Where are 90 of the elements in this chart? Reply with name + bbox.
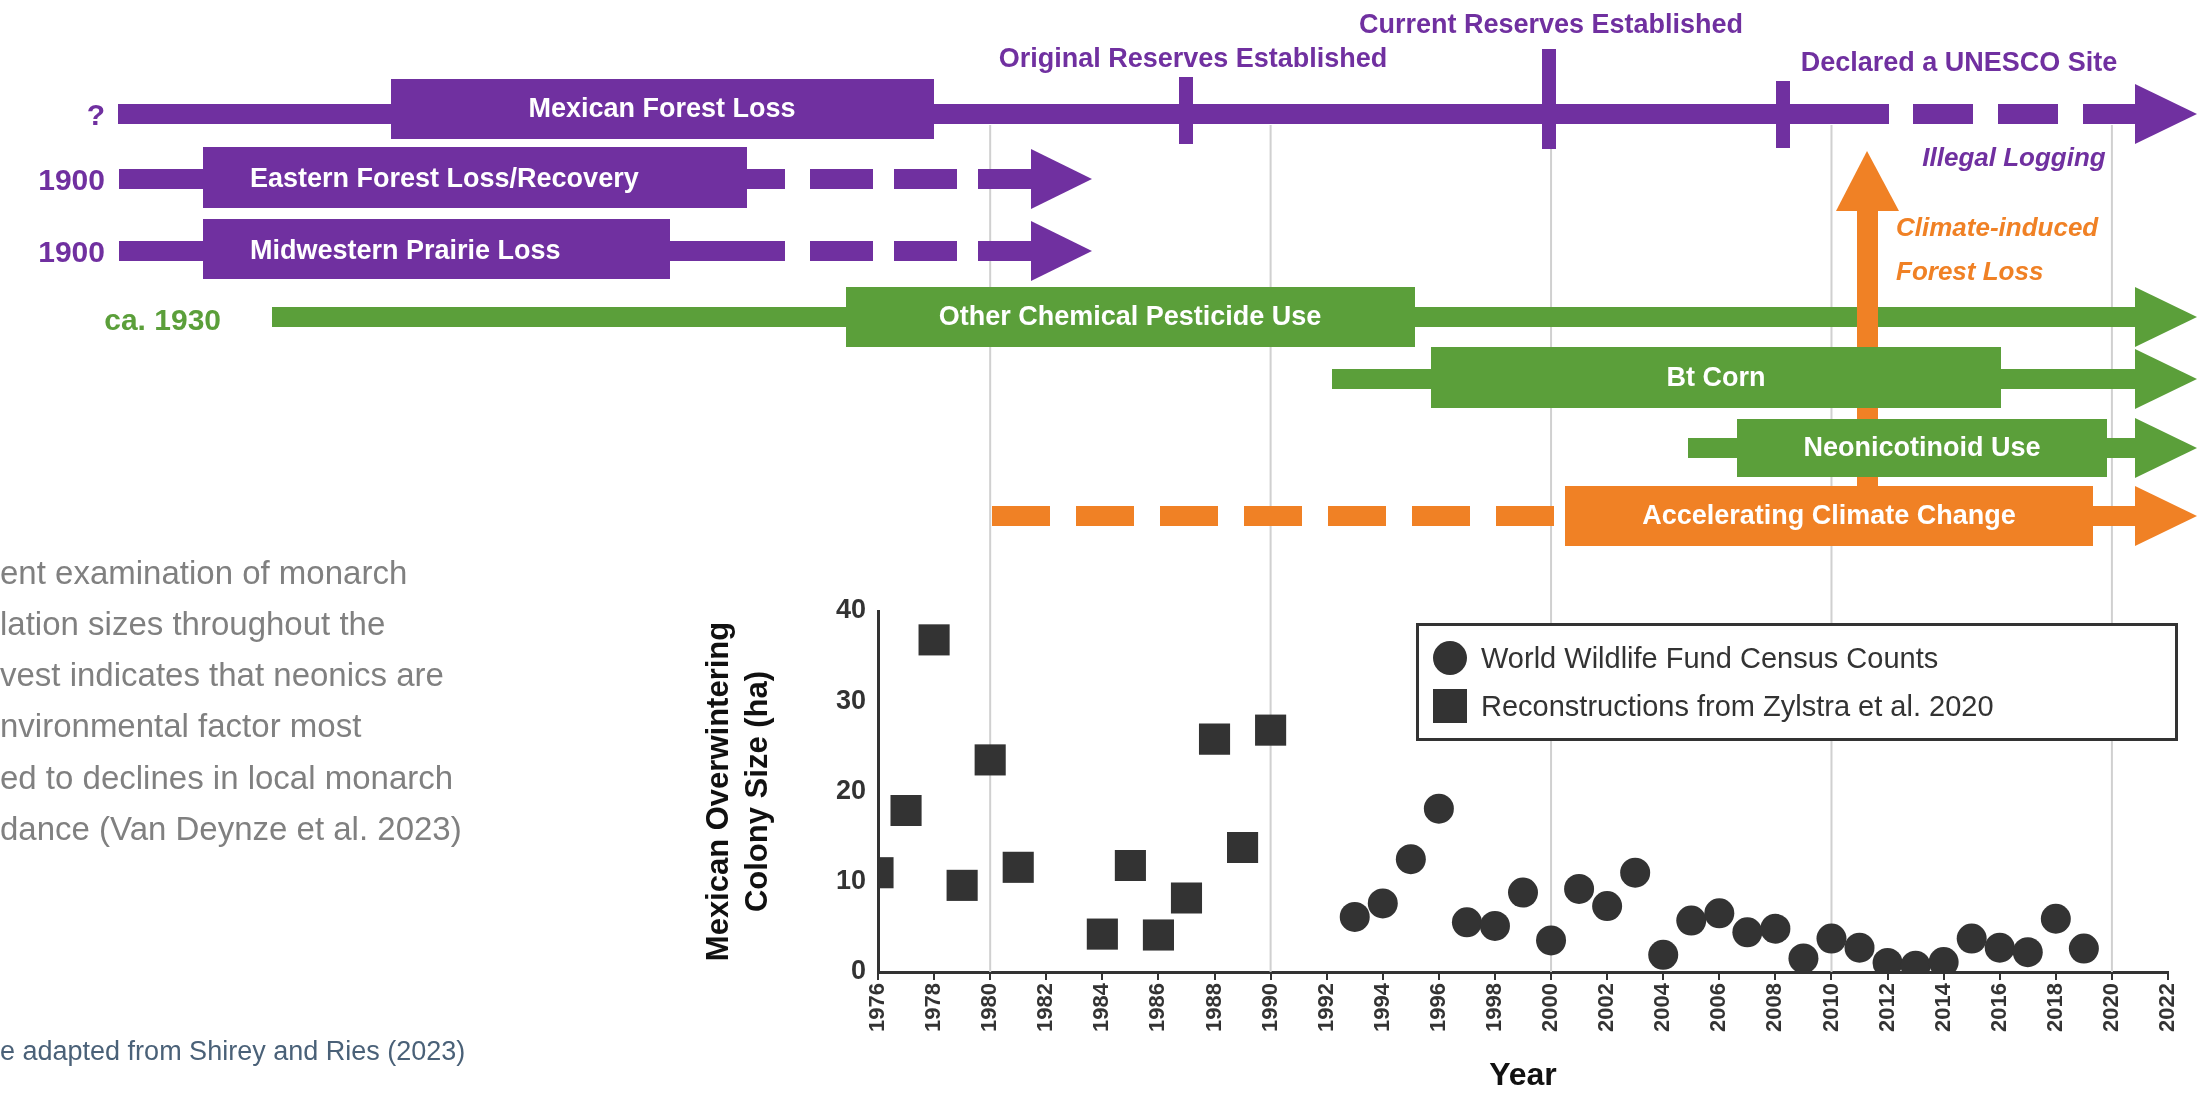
point <box>1732 917 1763 948</box>
point <box>2012 937 2043 968</box>
x-tick-label: 1996 <box>1424 983 1450 1032</box>
point <box>1592 891 1623 922</box>
point <box>1255 714 1287 746</box>
point <box>1648 939 1679 970</box>
text: vest indicates that neonics are <box>0 655 444 694</box>
text: 1900 <box>38 234 105 268</box>
x-tick-label: 1988 <box>1200 983 1226 1032</box>
x-tick-label: 1998 <box>1481 983 1507 1032</box>
y-tick-label: 0 <box>850 955 866 986</box>
y-axis-title: Mexican Overwintering Colony Size (ha) <box>699 621 774 962</box>
text: Illegal Logging <box>1922 141 2106 172</box>
x-tick-label: 2006 <box>1705 983 1731 1032</box>
point <box>1170 882 1203 914</box>
text: nvironmental factor most <box>0 706 362 745</box>
text: Forest Loss <box>1896 255 2044 286</box>
x-axis-title: Year <box>1489 1055 1557 1092</box>
x-tick-label: 2022 <box>2154 983 2180 1032</box>
point <box>1086 918 1118 950</box>
x-tick-label: 2010 <box>1817 983 1843 1032</box>
x-tick-label: 2012 <box>1873 983 1899 1032</box>
point <box>1508 877 1538 908</box>
point <box>946 869 978 901</box>
point <box>1536 925 1567 956</box>
x-tick-label: 1986 <box>1144 983 1170 1032</box>
text: Eastern Forest Loss/Recovery <box>250 163 639 194</box>
x-tick-label: 1990 <box>1256 983 1282 1032</box>
x-tick-label: 2002 <box>1593 983 1619 1032</box>
point <box>1760 913 1791 944</box>
point <box>1479 910 1510 941</box>
point <box>1984 932 2015 963</box>
x-tick-label: 1984 <box>1088 982 1114 1032</box>
x-tick-label: 2008 <box>1761 983 1787 1032</box>
text: ent examination of monarch <box>0 553 408 592</box>
x-tick-label: 2000 <box>1537 983 1563 1032</box>
text: Other Chemical Pesticide Use <box>938 301 1322 332</box>
text: Climate-induced <box>1896 211 2099 242</box>
point <box>1704 898 1735 929</box>
legend-label: Reconstructions from Zylstra et al. 2020 <box>1481 689 1994 723</box>
y-tick-label: 10 <box>835 865 866 896</box>
point <box>1114 849 1146 882</box>
point <box>1142 919 1174 951</box>
text: ? <box>86 97 105 131</box>
point <box>1367 888 1398 919</box>
point <box>918 624 950 656</box>
text: e adapted from Shirey and Ries (2023) <box>0 1036 466 1067</box>
text: ca. 1930 <box>104 302 221 336</box>
text: Neonicotinoid Use <box>1803 432 2041 463</box>
point <box>1564 873 1595 904</box>
x-tick-label: 2016 <box>1985 983 2011 1032</box>
point <box>1198 723 1231 755</box>
x-tick-label: 1982 <box>1032 983 1058 1032</box>
x-tick-label: 1994 <box>1368 982 1394 1032</box>
legend-label: World Wildlife Fund Census Counts <box>1481 641 1939 675</box>
text: Midwestern Prairie Loss <box>250 235 561 266</box>
point <box>2040 903 2071 934</box>
point <box>890 794 922 827</box>
point <box>1956 923 1987 954</box>
point <box>1227 831 1259 864</box>
text: Accelerating Climate Change <box>1642 500 2016 531</box>
point <box>1676 905 1707 936</box>
x-tick-label: 2004 <box>1649 982 1675 1032</box>
point <box>1423 793 1454 824</box>
point <box>1451 907 1482 938</box>
y-tick-label: 40 <box>835 594 866 625</box>
point <box>1395 844 1426 875</box>
point <box>1788 943 1819 972</box>
x-tick-label: 2014 <box>1929 982 1955 1032</box>
point <box>1844 932 1875 963</box>
text: Bt Corn <box>1666 362 1766 393</box>
point <box>1339 901 1370 932</box>
x-tick-label: 1980 <box>976 983 1002 1032</box>
point <box>1620 857 1651 888</box>
y-tick-label: 30 <box>835 684 866 715</box>
point <box>1816 923 1847 954</box>
x-tick-label: 2020 <box>2097 983 2123 1032</box>
text: 1900 <box>38 162 105 196</box>
x-tick-label: 1976 <box>864 983 890 1032</box>
x-tick-label: 1978 <box>920 983 946 1032</box>
point <box>1002 851 1034 883</box>
text: dance (Van Deynze et al. 2023) <box>0 809 462 848</box>
y-tick-label: 20 <box>835 774 866 805</box>
text: ed to declines in local monarch <box>0 758 454 797</box>
x-tick-label: 2018 <box>2041 983 2067 1032</box>
x-tick-label: 1992 <box>1312 983 1338 1032</box>
text: lation sizes throughout the <box>0 604 386 643</box>
point <box>974 744 1006 776</box>
text: Current Reserves Established <box>1358 9 1744 40</box>
point <box>2068 933 2099 964</box>
